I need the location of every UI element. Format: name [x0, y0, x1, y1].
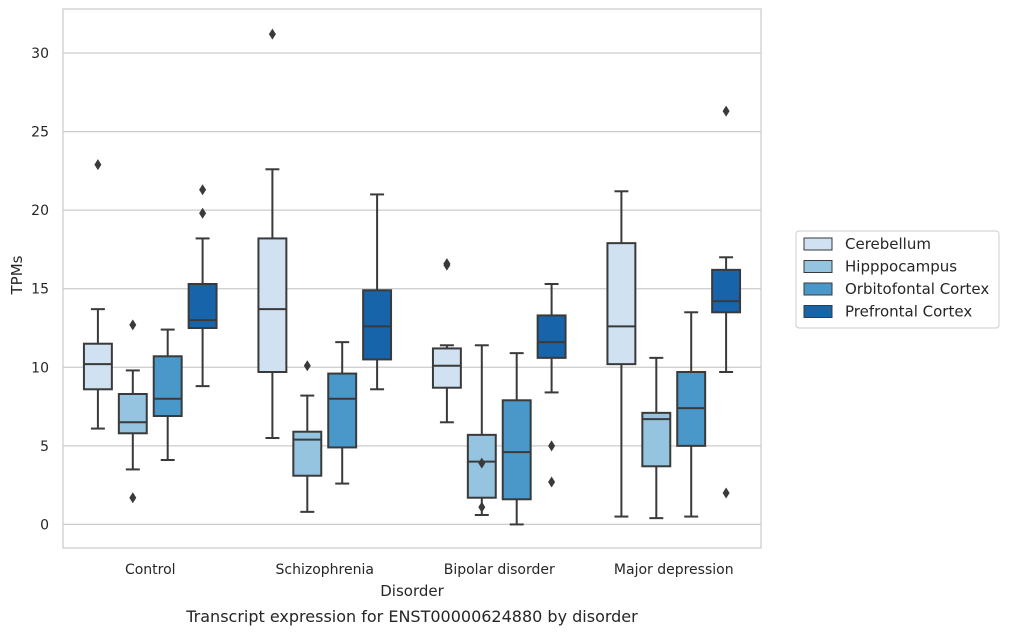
axis-ticks: 0 5 10 15 20 25 30 Control Schizophrenia Bipolar … — [31, 46, 733, 578]
outlier-point — [199, 207, 207, 219]
series-hipppocampus — [117, 319, 672, 520]
legend-swatch — [803, 237, 833, 251]
y-tick-label: 20 — [31, 203, 49, 219]
x-tick-label: Schizophrenia — [276, 562, 374, 578]
box-body — [187, 283, 218, 329]
legend-item: Prefrontal Cortex — [803, 303, 972, 321]
outlier-point — [129, 319, 137, 331]
box — [606, 190, 637, 518]
box-body — [606, 242, 637, 366]
box — [292, 360, 323, 513]
box — [187, 184, 218, 388]
outlier-point — [478, 501, 486, 513]
series-cerebellum — [82, 28, 637, 518]
legend-item: Cerebellum — [803, 235, 931, 253]
legend-item: Orbitofontal Cortex — [803, 280, 989, 298]
box — [82, 159, 113, 430]
outlier-point — [722, 105, 730, 117]
box-body — [431, 347, 462, 389]
box-body — [711, 268, 742, 314]
box — [676, 311, 707, 518]
legend-frame — [795, 230, 1000, 329]
chart-caption: Transcript expression for ENST0000062488… — [185, 607, 638, 626]
legend-label: Prefrontal Cortex — [845, 303, 972, 321]
outlier-point — [478, 457, 486, 469]
x-tick-label: Bipolar disorder — [444, 562, 555, 578]
box-body — [82, 342, 113, 391]
box-body — [641, 411, 672, 468]
outlier-point — [94, 159, 102, 171]
box — [152, 328, 183, 461]
legend-label: Hipppocampus — [845, 258, 957, 276]
legend-item: Hipppocampus — [803, 258, 957, 276]
box — [431, 258, 462, 424]
y-tick-label: 25 — [31, 125, 49, 141]
x-axis-label: Disorder — [380, 582, 444, 600]
box-body — [292, 430, 323, 477]
y-tick-label: 30 — [31, 46, 49, 62]
y-tick-label: 10 — [31, 360, 49, 376]
box — [641, 356, 672, 520]
box-body — [327, 372, 358, 449]
box-body — [257, 237, 288, 373]
outlier-point — [199, 184, 207, 196]
y-tick-label: 0 — [40, 517, 49, 533]
box-body — [362, 289, 393, 361]
y-tick-label: 15 — [31, 282, 49, 298]
legend-label: Cerebellum — [845, 235, 931, 253]
outlier-point — [268, 28, 276, 40]
legend-swatch — [803, 260, 833, 273]
legend-swatch — [803, 282, 833, 296]
outlier-point — [303, 360, 311, 372]
legend: Cerebellum Hipppocampus Orbitofontal Corte… — [795, 230, 1000, 329]
outlier-point — [548, 476, 556, 488]
box-body — [152, 355, 183, 417]
outlier-point — [129, 492, 137, 504]
x-tick-label: Control — [125, 562, 176, 578]
box-body — [117, 393, 148, 435]
series-prefrontal-cortex — [187, 105, 742, 499]
outlier-point — [443, 258, 451, 270]
plot-area-frame — [62, 8, 762, 549]
outlier-point — [722, 487, 730, 499]
box — [711, 105, 742, 499]
series-orbitofontal-cortex — [152, 311, 707, 526]
box-body — [536, 314, 567, 359]
legend-swatch — [803, 305, 833, 318]
box — [501, 352, 532, 526]
x-tick-label: Major depression — [614, 562, 734, 578]
outlier-point — [548, 440, 556, 452]
box — [466, 344, 497, 516]
box-body — [501, 399, 532, 501]
y-tick-label: 5 — [40, 439, 49, 455]
box — [536, 283, 567, 488]
box — [257, 28, 288, 439]
box — [327, 341, 358, 485]
box — [117, 319, 148, 504]
y-axis-label: TPMs — [8, 255, 26, 295]
box — [362, 193, 393, 391]
plot-series — [82, 28, 742, 526]
legend-label: Orbitofontal Cortex — [845, 280, 989, 298]
